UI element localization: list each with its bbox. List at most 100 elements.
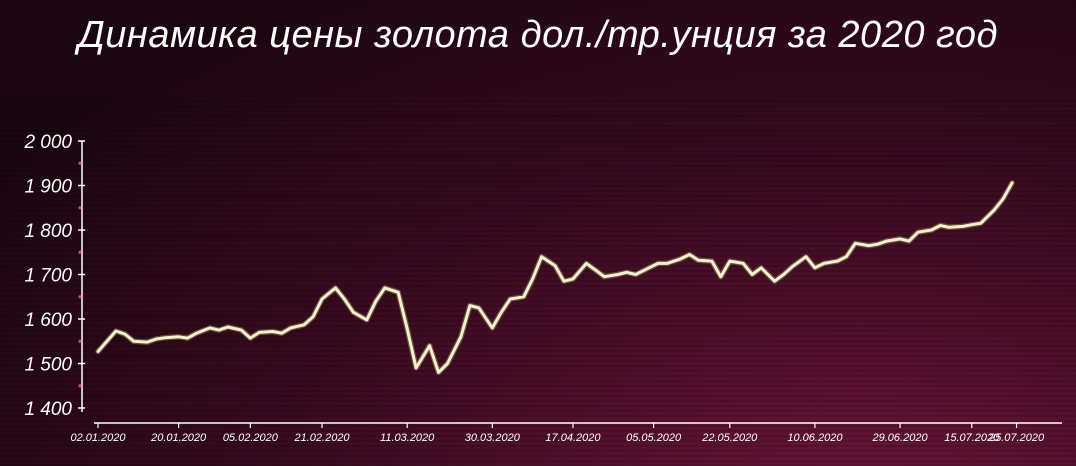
x-tick-label: 17.04.2020 bbox=[545, 432, 601, 444]
y-tick-label: 1 900 bbox=[24, 177, 72, 198]
y-tick-label: 1 500 bbox=[24, 355, 72, 376]
stripe bbox=[0, 405, 1076, 407]
stripe bbox=[0, 325, 1076, 327]
y-tick-label: 1 400 bbox=[24, 399, 72, 420]
stripe bbox=[0, 235, 1076, 237]
stripe bbox=[0, 115, 1076, 117]
stripe bbox=[0, 110, 1076, 112]
stripe bbox=[0, 170, 1076, 172]
stripe bbox=[0, 255, 1076, 257]
y-minor-dot bbox=[78, 250, 82, 254]
stripe bbox=[0, 330, 1076, 332]
stripe bbox=[0, 400, 1076, 402]
y-minor-dot bbox=[78, 384, 82, 388]
stripe bbox=[0, 125, 1076, 127]
stripe bbox=[0, 225, 1076, 227]
stripe bbox=[0, 435, 1076, 437]
stripe bbox=[0, 135, 1076, 137]
x-tick-label: 20.01.2020 bbox=[150, 432, 207, 444]
stripe bbox=[0, 385, 1076, 387]
background-stripes bbox=[0, 100, 1076, 466]
stripe bbox=[0, 320, 1076, 322]
stripe bbox=[0, 160, 1076, 162]
stripe bbox=[0, 440, 1076, 442]
stripe bbox=[0, 155, 1076, 157]
stripe bbox=[0, 425, 1076, 427]
stripe bbox=[0, 355, 1076, 357]
stripe bbox=[0, 460, 1076, 462]
stripe bbox=[0, 175, 1076, 177]
stripe bbox=[0, 165, 1076, 167]
x-tick-label: 05.05.2020 bbox=[626, 432, 682, 444]
stripe bbox=[0, 130, 1076, 132]
stripe bbox=[0, 290, 1076, 292]
stripe bbox=[0, 335, 1076, 337]
chart-title: Динамика цены золота дол./тр.унция за 20… bbox=[78, 14, 998, 56]
x-tick-label: 15.07.2020 bbox=[944, 432, 1000, 444]
stripe bbox=[0, 360, 1076, 362]
stripe bbox=[0, 220, 1076, 222]
x-tick-label: 30.03.2020 bbox=[465, 432, 521, 444]
stripe bbox=[0, 190, 1076, 192]
y-tick-label: 1 600 bbox=[24, 310, 72, 331]
stripe bbox=[0, 375, 1076, 377]
stripe bbox=[0, 340, 1076, 342]
stripe bbox=[0, 245, 1076, 247]
stripe bbox=[0, 275, 1076, 277]
stripe bbox=[0, 250, 1076, 252]
stripe bbox=[0, 285, 1076, 287]
stripe bbox=[0, 395, 1076, 397]
x-tick-label: 02.01.2020 bbox=[70, 432, 126, 444]
stripe bbox=[0, 280, 1076, 282]
stripe bbox=[0, 215, 1076, 217]
stripe bbox=[0, 430, 1076, 432]
stripe bbox=[0, 455, 1076, 457]
stripe bbox=[0, 100, 1076, 102]
stripe bbox=[0, 210, 1076, 212]
stripe bbox=[0, 380, 1076, 382]
stripe bbox=[0, 145, 1076, 147]
stripe bbox=[0, 450, 1076, 452]
series-line bbox=[96, 181, 1014, 374]
stripe bbox=[0, 350, 1076, 352]
stripe bbox=[0, 185, 1076, 187]
y-minor-dot bbox=[78, 161, 82, 165]
stripe bbox=[0, 140, 1076, 142]
stripe bbox=[0, 310, 1076, 312]
x-tick-label: 25.07.2020 bbox=[988, 432, 1045, 444]
stripe bbox=[0, 390, 1076, 392]
x-tick-label: 22.05.2020 bbox=[701, 432, 758, 444]
stripe bbox=[0, 300, 1076, 302]
y-minor-dot bbox=[78, 206, 82, 210]
stripe bbox=[0, 200, 1076, 202]
stripe bbox=[0, 410, 1076, 412]
y-minor-dot bbox=[78, 295, 82, 299]
stripe bbox=[0, 240, 1076, 242]
x-tick-label: 21.02.2020 bbox=[294, 432, 351, 444]
stripe bbox=[0, 205, 1076, 207]
stripe bbox=[0, 445, 1076, 447]
y-tick-label: 2 000 bbox=[23, 132, 72, 153]
x-tick-label: 10.06.2020 bbox=[787, 432, 843, 444]
y-tick-label: 1 700 bbox=[24, 266, 72, 287]
stripe bbox=[0, 420, 1076, 422]
stripe bbox=[0, 195, 1076, 197]
stripe bbox=[0, 415, 1076, 417]
y-tick-label: 1 800 bbox=[24, 221, 72, 242]
x-tick-label: 11.03.2020 bbox=[380, 432, 435, 444]
x-tick-label: 05.02.2020 bbox=[223, 432, 279, 444]
stripe bbox=[0, 365, 1076, 367]
stripe bbox=[0, 180, 1076, 182]
stripe bbox=[0, 105, 1076, 107]
stripe bbox=[0, 120, 1076, 122]
stripe bbox=[0, 315, 1076, 317]
stripe bbox=[0, 230, 1076, 232]
stripe bbox=[0, 150, 1076, 152]
stripe bbox=[0, 345, 1076, 347]
x-tick-label: 29.06.2020 bbox=[872, 432, 929, 444]
stripe bbox=[0, 370, 1076, 372]
stripe bbox=[0, 305, 1076, 307]
stripe bbox=[0, 295, 1076, 297]
